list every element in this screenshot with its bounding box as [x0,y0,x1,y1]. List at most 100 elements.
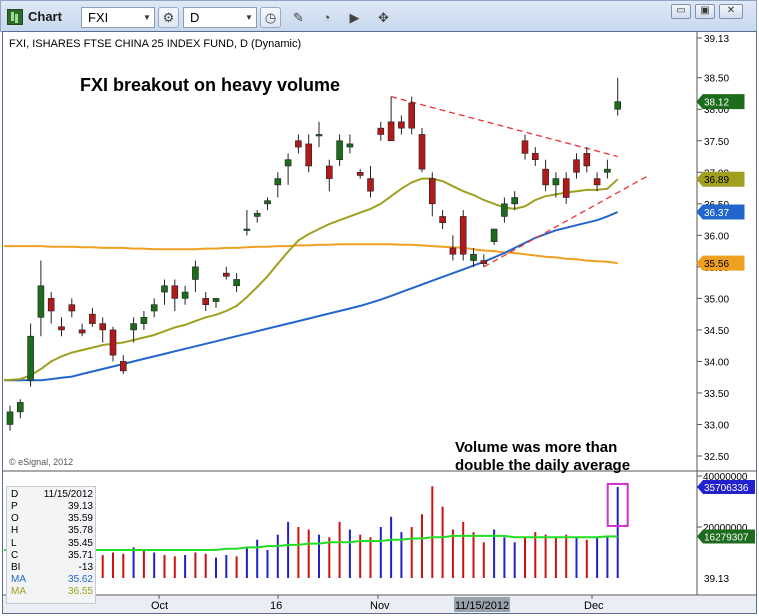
symbol-dropdown-icon[interactable]: ▼ [143,13,151,22]
price-label-ma_mid-box [696,204,745,220]
candle-body [212,298,220,302]
price-tick-label: 33.00 [704,420,729,431]
price-label-ma_long: 35.56 [704,259,729,270]
candle-body [398,121,405,129]
ohlc-row: MA 36.55 [11,586,93,598]
candlesticks [6,77,622,431]
candle-body [521,140,529,154]
candle-body [552,178,560,186]
candle-body [89,313,96,324]
volume-label-avg: 16279307 [704,532,749,543]
ohlc-row: H 35.78 [11,525,93,537]
ohlc-row: O 35.59 [11,513,93,525]
symbol-value: FXI [88,10,109,25]
volume-tick-label: 40000000 [703,472,748,483]
candle-body [439,216,446,224]
ohlc-row-value: 35.59 [67,513,93,525]
price-tick-label: 38.50 [704,74,729,85]
candle-body [202,298,209,305]
candle-body [418,134,426,170]
price-axis-labels: 38.12 36.89 36.37 35.56 [696,94,745,271]
ohlc-row-value: 39.13 [67,501,93,512]
interval-dropdown-icon[interactable]: ▼ [245,13,253,22]
ohlc-row-key: BI [11,562,21,573]
time-axis-labels: Oct 16 Nov Dec [151,595,604,612]
candle-body [562,178,570,198]
interval-input[interactable]: D ▼ [183,7,257,28]
price-tick-label: 39.13 [704,34,729,45]
volume-label-avg-box [697,529,755,544]
clock-icon[interactable]: ◷ [260,7,281,28]
price-label-ma_short: 36.89 [704,175,729,186]
price-tick-label: 38.00 [704,105,729,116]
candle-body [573,159,580,173]
candle-body [325,165,333,179]
symbol-input[interactable]: FXI ▼ [81,7,155,28]
ohlc-row-key: P [11,501,18,512]
candle-body [583,153,591,167]
candle-body [233,279,240,287]
ohlc-row-key: H [11,525,19,537]
candle-body [140,316,148,324]
ohlc-row-value: 36.55 [67,586,93,598]
volume-annotation-line1: Volume was more than [455,439,617,456]
price-label-last-box [696,94,745,110]
candle-body [171,285,179,299]
trend-lines [390,96,649,268]
speedometer-icon[interactable]: ◔ [322,10,331,25]
ohlc-row: C 35.71 [11,550,93,562]
candle-body [542,168,549,186]
ohlc-row-key: O [11,513,19,525]
ohlc-date-key: D [11,489,19,500]
candle-body [243,228,251,231]
candle-body [459,216,467,255]
ohlc-data-panel: D 11/15/2012 P 39.13 O 35.59 H 35.78 L 35.45 C 35… [6,486,96,604]
candle-body [604,168,611,173]
play-icon[interactable]: ▶ [349,10,360,25]
ohlc-row: L 35.45 [11,538,93,550]
volume-avg-polyline [4,534,618,551]
time-tick-label: Nov [370,600,390,612]
move-icon[interactable]: ✥ [378,10,389,25]
maximize-button[interactable]: ▣ [695,4,715,19]
ohlc-row: P 39.13 [11,501,93,513]
price-label-ma_mid: 36.37 [704,208,729,219]
candle-body [449,247,457,255]
candle-body [274,178,282,186]
ohlc-row: MA 35.62 [11,574,93,586]
volume-axis-ticks: 40000000 20000000 [697,472,748,534]
minimize-button[interactable]: ▭ [671,4,691,19]
candle-body [614,101,622,110]
price-label-ma_long-box [696,255,745,271]
candle-body [377,127,385,135]
candle-body [253,212,261,217]
candle-body [346,143,354,148]
candle-body [120,361,127,372]
volume-label-last: 35706336 [704,483,749,494]
pencil-icon[interactable]: ✎ [293,10,304,25]
candle-body [99,323,106,331]
close-button[interactable]: ✕ [719,4,743,19]
ohlc-row-value: 35.62 [67,574,93,586]
candle-body [367,178,374,192]
candle-body [181,291,189,299]
candle-body [315,134,323,137]
time-tick-label: 16 [270,600,282,612]
ohlc-row-key: C [11,549,19,561]
candle-body [223,272,230,277]
price-tick-label: 35.00 [704,294,729,305]
volume-tick-label: 20000000 [703,523,748,534]
candle-body [470,253,477,261]
candle-body [284,159,292,167]
ohlc-row-value: 35.45 [67,537,93,549]
candle-body [6,411,14,425]
candle-body [161,285,168,293]
candle-body [428,178,436,205]
volume-label-bottom: 39.13 [704,574,729,585]
price-tick-label: 34.50 [704,326,729,337]
settings-icon[interactable]: ⚙ [158,7,179,28]
candle-body [27,335,34,381]
breakout-annotation: FXI breakout on heavy volume [80,75,340,95]
volume-bars [9,486,619,578]
